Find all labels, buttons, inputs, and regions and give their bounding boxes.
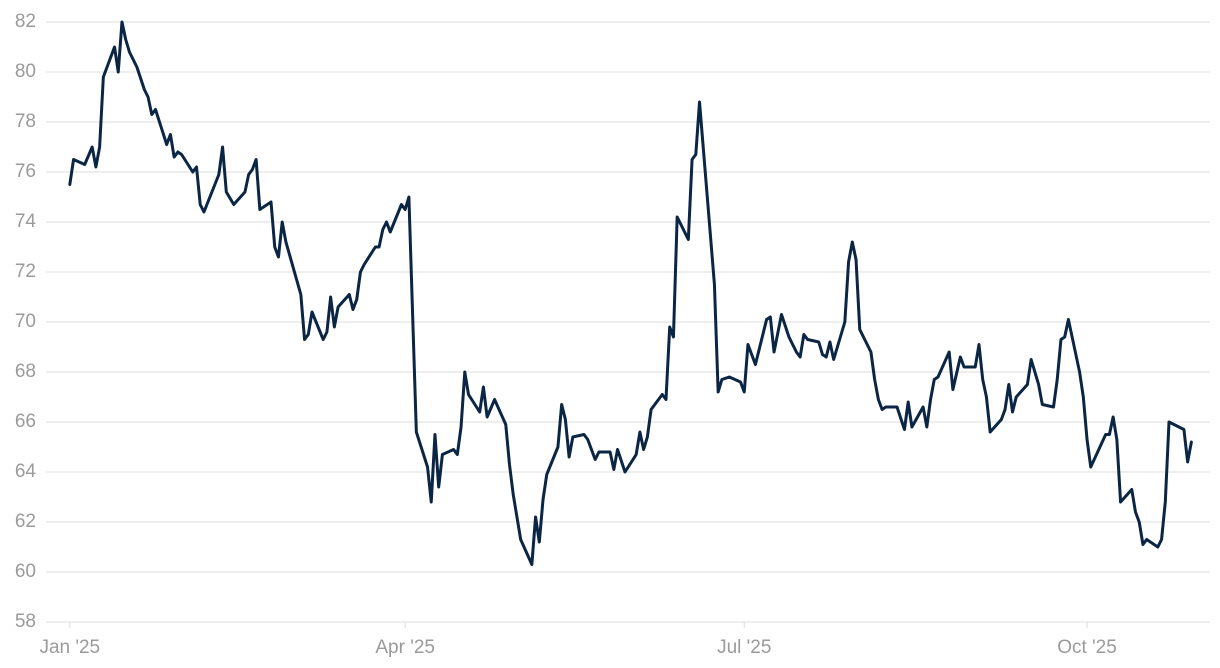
y-tick-label: 64 [15,461,37,482]
line-series [68,20,1193,566]
y-tick-label: 62 [15,511,36,532]
y-tick-label: 66 [15,411,36,432]
y-tick-label: 78 [15,111,36,132]
y-tick-label: 76 [15,161,36,182]
y-tick-label: 68 [15,361,36,382]
y-tick-label: 80 [15,61,36,82]
y-tick-label: 60 [15,561,36,582]
y-tick-label: 58 [15,611,36,632]
x-tick-label: Jul '25 [717,637,771,658]
x-tick-label: Apr '25 [375,637,435,658]
y-tick-label: 70 [15,311,36,332]
y-tick-label: 74 [15,211,37,232]
x-tick-label: Oct '25 [1057,637,1117,658]
y-tick-label: 72 [15,261,36,282]
x-tick-label: Jan '25 [39,637,100,658]
y-tick-label: 82 [15,11,36,32]
